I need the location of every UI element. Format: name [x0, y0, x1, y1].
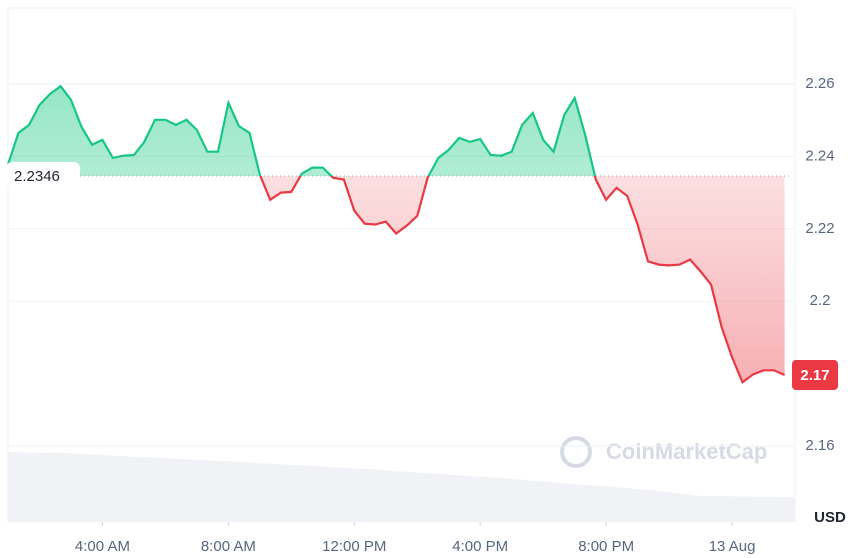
- y-tick-label: 2.24: [805, 147, 834, 164]
- baseline-label-box: [6, 161, 80, 188]
- x-tick-label: 4:00 AM: [75, 538, 130, 555]
- watermark: CoinMarketCap: [560, 436, 767, 468]
- volume-area: [8, 452, 795, 522]
- area-down: [8, 175, 785, 383]
- x-tick-label: 8:00 PM: [578, 538, 634, 555]
- x-tick-label: 8:00 AM: [201, 538, 256, 555]
- logo: [560, 436, 592, 468]
- x-tick-label: 4:00 PM: [452, 538, 508, 555]
- line-down: [259, 175, 786, 385]
- baseline-label: 2.2346: [14, 168, 60, 185]
- x-tick-label: 13 Aug: [709, 538, 756, 555]
- x-tick-label: 12:00 PM: [322, 538, 386, 555]
- price-tag-box: [792, 360, 838, 391]
- y-tick-label: 2.16: [805, 437, 834, 454]
- line-up: [6, 84, 597, 176]
- y-tick-label: 2.26: [805, 75, 834, 92]
- y-tick-label: 2.2: [810, 292, 831, 309]
- price-tag: 2.17: [800, 367, 829, 384]
- y-tick-label: 2.22: [805, 220, 834, 237]
- currency-label: USD: [814, 509, 846, 526]
- area-up: [8, 86, 595, 176]
- watermark-text: CoinMarketCap: [606, 439, 767, 464]
